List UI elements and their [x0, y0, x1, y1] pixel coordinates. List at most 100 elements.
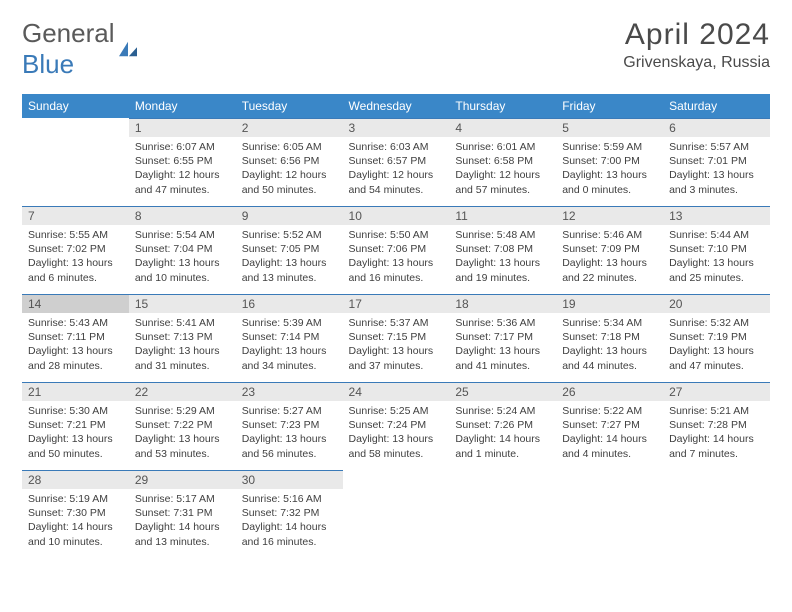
day-details: Sunrise: 5:54 AMSunset: 7:04 PMDaylight:…	[129, 225, 236, 291]
day-details: Sunrise: 6:03 AMSunset: 6:57 PMDaylight:…	[343, 137, 450, 203]
calendar-cell: 14Sunrise: 5:43 AMSunset: 7:11 PMDayligh…	[22, 294, 129, 382]
weekday-header: Saturday	[663, 94, 770, 118]
day-number: 1	[129, 118, 236, 137]
calendar-cell: 28Sunrise: 5:19 AMSunset: 7:30 PMDayligh…	[22, 470, 129, 558]
day-number: 13	[663, 206, 770, 225]
day-number: 20	[663, 294, 770, 313]
day-number: 9	[236, 206, 343, 225]
day-details: Sunrise: 5:22 AMSunset: 7:27 PMDaylight:…	[556, 401, 663, 467]
day-number: 16	[236, 294, 343, 313]
calendar-cell: 11Sunrise: 5:48 AMSunset: 7:08 PMDayligh…	[449, 206, 556, 294]
day-details: Sunrise: 5:29 AMSunset: 7:22 PMDaylight:…	[129, 401, 236, 467]
day-number: 6	[663, 118, 770, 137]
location-subtitle: Grivenskaya, Russia	[623, 54, 770, 72]
day-number: 3	[343, 118, 450, 137]
calendar-cell: 13Sunrise: 5:44 AMSunset: 7:10 PMDayligh…	[663, 206, 770, 294]
day-details: Sunrise: 5:46 AMSunset: 7:09 PMDaylight:…	[556, 225, 663, 291]
calendar-cell: 15Sunrise: 5:41 AMSunset: 7:13 PMDayligh…	[129, 294, 236, 382]
day-number: 4	[449, 118, 556, 137]
weekday-header: Thursday	[449, 94, 556, 118]
weekday-header: Monday	[129, 94, 236, 118]
day-number: 18	[449, 294, 556, 313]
calendar-cell: 24Sunrise: 5:25 AMSunset: 7:24 PMDayligh…	[343, 382, 450, 470]
calendar-cell: 17Sunrise: 5:37 AMSunset: 7:15 PMDayligh…	[343, 294, 450, 382]
brand-name-2: Blue	[22, 49, 74, 79]
day-number: 17	[343, 294, 450, 313]
calendar-cell: 8Sunrise: 5:54 AMSunset: 7:04 PMDaylight…	[129, 206, 236, 294]
calendar-cell: 7Sunrise: 5:55 AMSunset: 7:02 PMDaylight…	[22, 206, 129, 294]
day-number: 15	[129, 294, 236, 313]
day-details: Sunrise: 5:37 AMSunset: 7:15 PMDaylight:…	[343, 313, 450, 379]
day-number: 21	[22, 382, 129, 401]
day-number: 24	[343, 382, 450, 401]
day-details: Sunrise: 5:34 AMSunset: 7:18 PMDaylight:…	[556, 313, 663, 379]
day-details: Sunrise: 5:30 AMSunset: 7:21 PMDaylight:…	[22, 401, 129, 467]
calendar-cell: 16Sunrise: 5:39 AMSunset: 7:14 PMDayligh…	[236, 294, 343, 382]
brand-name: General Blue	[22, 18, 115, 80]
calendar-cell: 29Sunrise: 5:17 AMSunset: 7:31 PMDayligh…	[129, 470, 236, 558]
calendar-cell	[343, 470, 450, 558]
day-details: Sunrise: 5:52 AMSunset: 7:05 PMDaylight:…	[236, 225, 343, 291]
calendar-cell	[663, 470, 770, 558]
weekday-header: Sunday	[22, 94, 129, 118]
calendar-cell: 21Sunrise: 5:30 AMSunset: 7:21 PMDayligh…	[22, 382, 129, 470]
day-details: Sunrise: 5:24 AMSunset: 7:26 PMDaylight:…	[449, 401, 556, 467]
day-details: Sunrise: 6:01 AMSunset: 6:58 PMDaylight:…	[449, 137, 556, 203]
weekday-header: Friday	[556, 94, 663, 118]
calendar-cell: 20Sunrise: 5:32 AMSunset: 7:19 PMDayligh…	[663, 294, 770, 382]
day-number: 5	[556, 118, 663, 137]
day-number: 8	[129, 206, 236, 225]
calendar-cell: 18Sunrise: 5:36 AMSunset: 7:17 PMDayligh…	[449, 294, 556, 382]
calendar-cell	[22, 118, 129, 206]
calendar-cell: 27Sunrise: 5:21 AMSunset: 7:28 PMDayligh…	[663, 382, 770, 470]
day-details: Sunrise: 5:27 AMSunset: 7:23 PMDaylight:…	[236, 401, 343, 467]
day-number: 22	[129, 382, 236, 401]
calendar-cell: 23Sunrise: 5:27 AMSunset: 7:23 PMDayligh…	[236, 382, 343, 470]
day-number: 30	[236, 470, 343, 489]
day-number: 29	[129, 470, 236, 489]
day-number: 23	[236, 382, 343, 401]
calendar-cell: 25Sunrise: 5:24 AMSunset: 7:26 PMDayligh…	[449, 382, 556, 470]
day-details: Sunrise: 6:07 AMSunset: 6:55 PMDaylight:…	[129, 137, 236, 203]
day-details: Sunrise: 5:50 AMSunset: 7:06 PMDaylight:…	[343, 225, 450, 291]
day-number: 12	[556, 206, 663, 225]
day-number: 2	[236, 118, 343, 137]
day-details: Sunrise: 5:57 AMSunset: 7:01 PMDaylight:…	[663, 137, 770, 203]
day-details: Sunrise: 5:44 AMSunset: 7:10 PMDaylight:…	[663, 225, 770, 291]
day-number: 28	[22, 470, 129, 489]
calendar-cell: 10Sunrise: 5:50 AMSunset: 7:06 PMDayligh…	[343, 206, 450, 294]
day-number: 14	[22, 294, 129, 313]
calendar-cell: 22Sunrise: 5:29 AMSunset: 7:22 PMDayligh…	[129, 382, 236, 470]
day-details: Sunrise: 5:21 AMSunset: 7:28 PMDaylight:…	[663, 401, 770, 467]
day-details: Sunrise: 5:25 AMSunset: 7:24 PMDaylight:…	[343, 401, 450, 467]
title-block: April 2024 Grivenskaya, Russia	[623, 18, 770, 72]
day-number: 11	[449, 206, 556, 225]
calendar-cell: 1Sunrise: 6:07 AMSunset: 6:55 PMDaylight…	[129, 118, 236, 206]
day-details: Sunrise: 6:05 AMSunset: 6:56 PMDaylight:…	[236, 137, 343, 203]
day-details: Sunrise: 5:17 AMSunset: 7:31 PMDaylight:…	[129, 489, 236, 555]
day-number: 7	[22, 206, 129, 225]
calendar-cell: 2Sunrise: 6:05 AMSunset: 6:56 PMDaylight…	[236, 118, 343, 206]
calendar-cell: 3Sunrise: 6:03 AMSunset: 6:57 PMDaylight…	[343, 118, 450, 206]
calendar-cell	[449, 470, 556, 558]
day-details: Sunrise: 5:48 AMSunset: 7:08 PMDaylight:…	[449, 225, 556, 291]
day-details: Sunrise: 5:36 AMSunset: 7:17 PMDaylight:…	[449, 313, 556, 379]
calendar-cell: 4Sunrise: 6:01 AMSunset: 6:58 PMDaylight…	[449, 118, 556, 206]
day-details: Sunrise: 5:16 AMSunset: 7:32 PMDaylight:…	[236, 489, 343, 555]
calendar-cell: 5Sunrise: 5:59 AMSunset: 7:00 PMDaylight…	[556, 118, 663, 206]
day-details: Sunrise: 5:19 AMSunset: 7:30 PMDaylight:…	[22, 489, 129, 555]
calendar-cell: 12Sunrise: 5:46 AMSunset: 7:09 PMDayligh…	[556, 206, 663, 294]
calendar-cell	[556, 470, 663, 558]
calendar-cell: 19Sunrise: 5:34 AMSunset: 7:18 PMDayligh…	[556, 294, 663, 382]
day-number: 19	[556, 294, 663, 313]
brand-logo: General Blue	[22, 18, 139, 80]
calendar-cell: 6Sunrise: 5:57 AMSunset: 7:01 PMDaylight…	[663, 118, 770, 206]
calendar-cell: 30Sunrise: 5:16 AMSunset: 7:32 PMDayligh…	[236, 470, 343, 558]
weekday-header: Wednesday	[343, 94, 450, 118]
day-details: Sunrise: 5:32 AMSunset: 7:19 PMDaylight:…	[663, 313, 770, 379]
calendar-table: SundayMondayTuesdayWednesdayThursdayFrid…	[22, 94, 770, 558]
month-title: April 2024	[623, 18, 770, 52]
calendar-cell: 26Sunrise: 5:22 AMSunset: 7:27 PMDayligh…	[556, 382, 663, 470]
sail-icon	[117, 40, 139, 58]
calendar-cell: 9Sunrise: 5:52 AMSunset: 7:05 PMDaylight…	[236, 206, 343, 294]
